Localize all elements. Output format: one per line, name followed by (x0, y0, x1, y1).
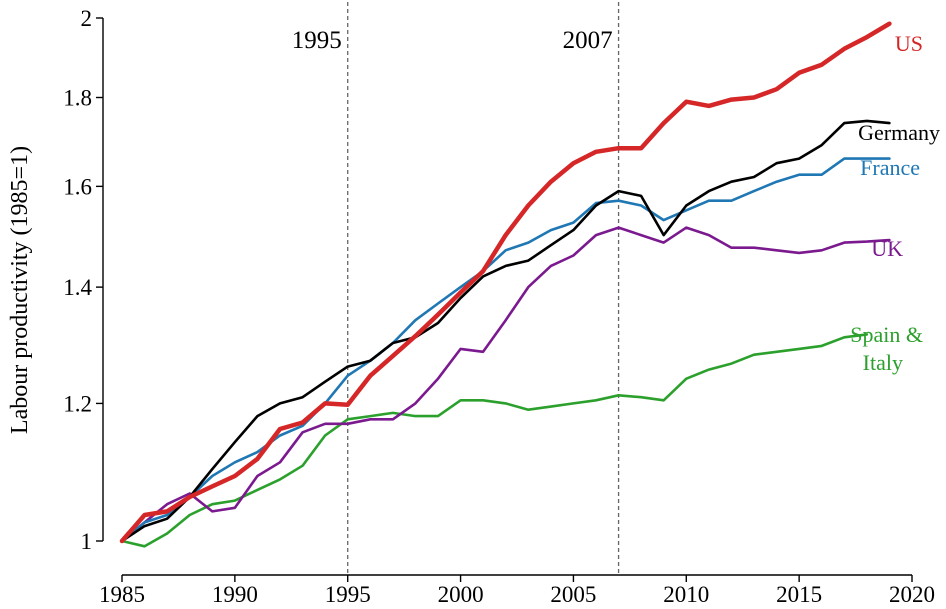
reference-label-1995: 1995 (292, 27, 342, 54)
x-tick-label: 2015 (776, 582, 822, 607)
series-label-uk: UK (871, 236, 903, 261)
series-label-france: France (860, 155, 920, 180)
y-tick-label: 2 (81, 6, 93, 31)
y-tick-label: 1 (81, 529, 93, 554)
reference-label-2007: 2007 (563, 27, 613, 54)
series-labels: US Germany France UK Spain & Italy (850, 31, 940, 375)
y-tick-label: 1.4 (63, 275, 92, 300)
y-tick-label: 1.6 (63, 174, 92, 199)
x-tick-label: 1985 (99, 582, 145, 607)
x-tick-label: 2000 (438, 582, 484, 607)
reference-lines: 1995 2007 (292, 2, 620, 575)
y-axis-title: Labour productivity (1985=1) (7, 146, 33, 434)
series-label-germany: Germany (858, 120, 940, 145)
x-tick-label: 2010 (663, 582, 709, 607)
series-line-germany (120, 119, 891, 543)
series-label-spain-italy: Spain & (850, 322, 923, 347)
x-tick-label: 2005 (550, 582, 596, 607)
axes: 1985 1990 1995 2000 2005 2010 2015 2020 1 1.2 1.4 1… (63, 6, 935, 607)
series-line-spain-italy (120, 333, 869, 548)
x-tick-label: 1990 (212, 582, 258, 607)
y-tick-label: 1.2 (63, 391, 92, 416)
series-lines (119, 21, 892, 548)
x-tick-label: 1995 (325, 582, 371, 607)
x-tick-label: 2020 (889, 582, 935, 607)
series-label-us: US (895, 31, 923, 56)
y-tick-label: 1.8 (63, 85, 92, 110)
series-label-spain-italy: Italy (863, 350, 903, 375)
series-line-france (120, 157, 891, 543)
series-line-uk (120, 226, 891, 543)
series-line-us (119, 21, 892, 544)
